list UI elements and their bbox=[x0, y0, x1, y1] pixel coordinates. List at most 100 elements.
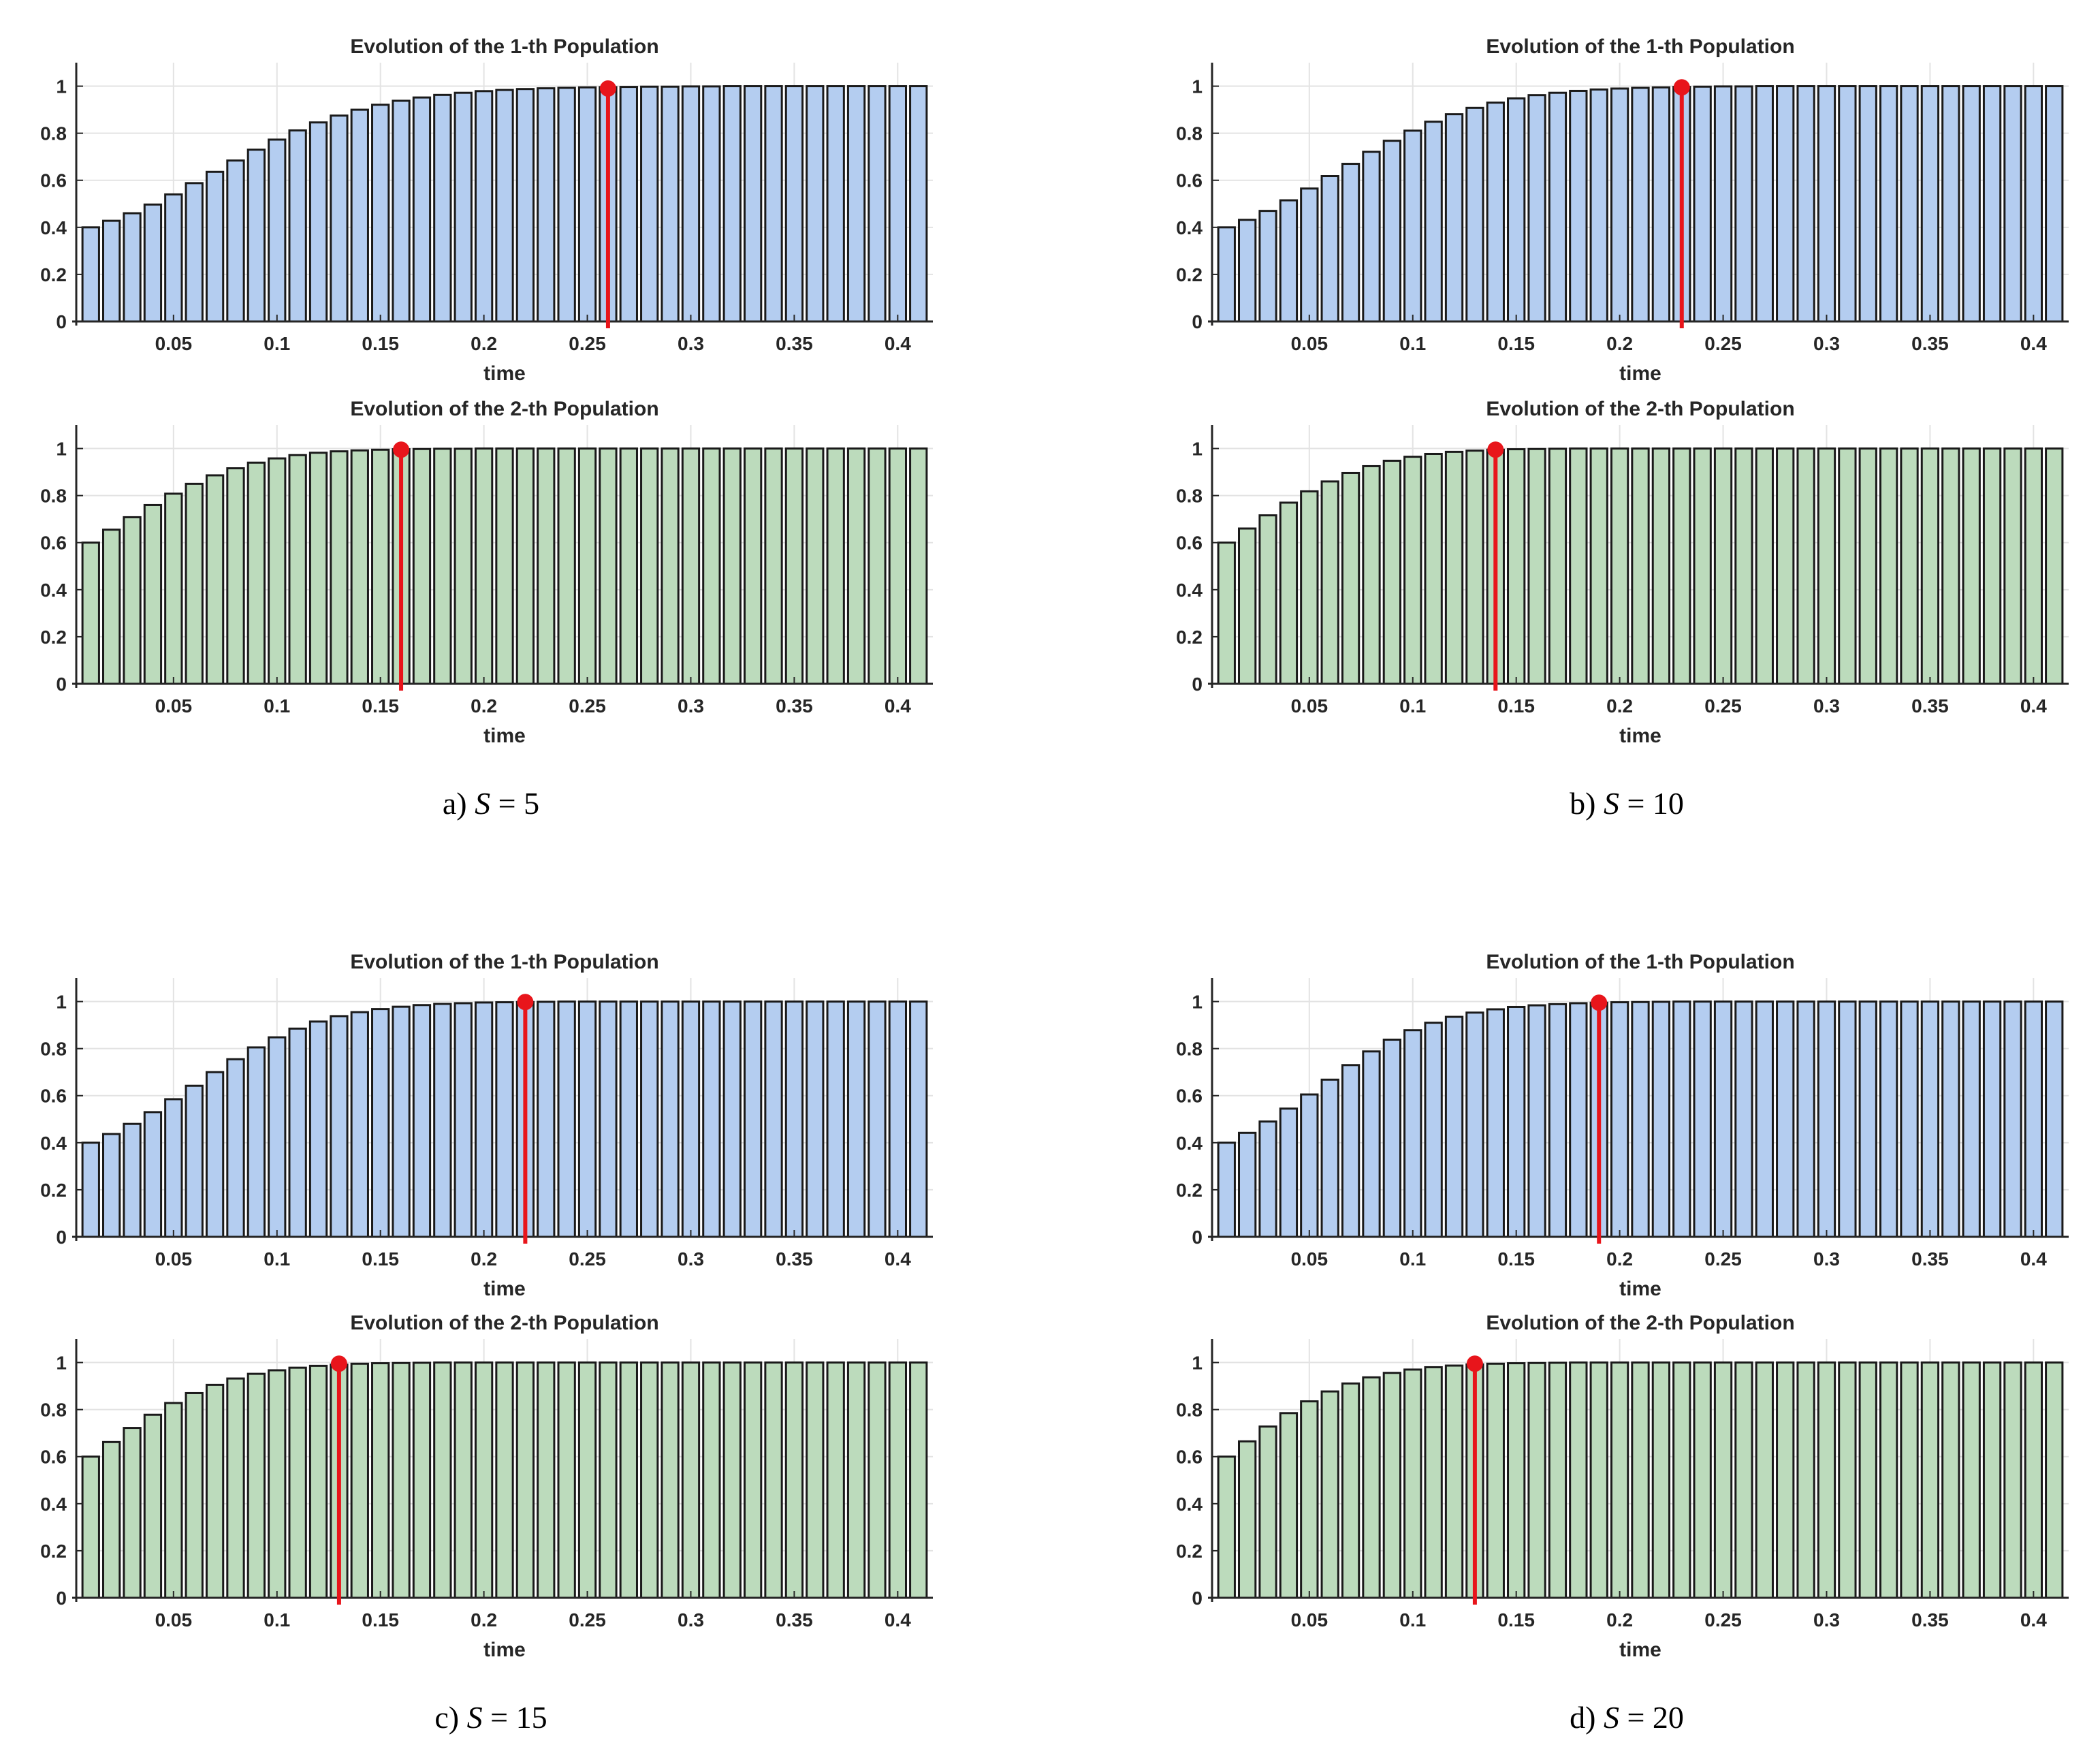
bar bbox=[1465, 1011, 1484, 1238]
x-tick-label: 0.2 bbox=[471, 333, 497, 354]
bar bbox=[537, 1361, 556, 1599]
x-tick-label: 0.1 bbox=[1399, 1248, 1426, 1270]
bar bbox=[1341, 1064, 1361, 1238]
bar bbox=[557, 1000, 576, 1238]
bars bbox=[1217, 1361, 2064, 1599]
subplot-0-0: 0.05 0.1 0.15 0.2 0.25 0.3 0.35 0.4 0 0.2 0.4 0.6 0.… bbox=[40, 35, 933, 385]
y-tick-label: 0.8 bbox=[40, 486, 67, 507]
bars bbox=[1217, 85, 2064, 323]
x-tick-label: 0.3 bbox=[1813, 1248, 1840, 1270]
bar bbox=[1527, 1361, 1546, 1599]
x-tick-label: 0.4 bbox=[885, 1248, 911, 1270]
bar bbox=[868, 447, 887, 685]
bar bbox=[268, 1036, 287, 1238]
bar bbox=[1734, 1361, 1753, 1599]
bar bbox=[557, 447, 576, 685]
bar bbox=[102, 1133, 121, 1238]
bar bbox=[1403, 1368, 1422, 1599]
bar bbox=[826, 85, 845, 323]
bar bbox=[2045, 1000, 2064, 1238]
bar bbox=[371, 1362, 390, 1599]
bar bbox=[1755, 447, 1774, 685]
bar bbox=[743, 85, 763, 323]
bar bbox=[1548, 447, 1568, 685]
bar bbox=[661, 1361, 680, 1599]
y-tick-label: 0.8 bbox=[40, 123, 67, 144]
bar bbox=[205, 1071, 225, 1238]
x-tick-label: 0.35 bbox=[776, 1248, 813, 1270]
y-tick-label: 0.6 bbox=[1176, 533, 1203, 554]
bar bbox=[123, 516, 142, 685]
bar bbox=[226, 1058, 245, 1238]
bars bbox=[81, 1361, 928, 1599]
bar bbox=[1258, 1120, 1277, 1238]
bar bbox=[1858, 1000, 1877, 1238]
bar bbox=[537, 447, 556, 685]
caption-symbol: S bbox=[1604, 786, 1619, 821]
bar bbox=[1610, 1361, 1629, 1599]
subplot-3-0: 0.05 0.1 0.15 0.2 0.25 0.3 0.35 0.4 0 0.2 0.4 0.6 0.… bbox=[1176, 951, 2069, 1300]
bar bbox=[846, 1000, 866, 1238]
bar bbox=[1444, 450, 1464, 685]
bar bbox=[784, 85, 804, 323]
bar bbox=[288, 1366, 307, 1599]
bar bbox=[1548, 1003, 1568, 1238]
bar bbox=[1300, 1400, 1319, 1599]
x-tick-label: 0.35 bbox=[1911, 1609, 1949, 1630]
bar bbox=[888, 1361, 907, 1599]
bar bbox=[268, 138, 287, 323]
x-tick-label: 0.05 bbox=[1291, 1248, 1329, 1270]
bar bbox=[1838, 1361, 1857, 1599]
bar bbox=[1362, 1050, 1381, 1238]
bar bbox=[1486, 101, 1505, 323]
bar bbox=[185, 482, 204, 685]
bar bbox=[1879, 1361, 1898, 1599]
bar bbox=[1817, 85, 1836, 323]
bar bbox=[826, 447, 845, 685]
caption-label: a) bbox=[443, 786, 475, 821]
y-tick-label: 0.8 bbox=[40, 1400, 67, 1421]
x-tick-label: 0.3 bbox=[1813, 1609, 1840, 1630]
bar bbox=[1693, 1361, 1712, 1599]
convergence-marker bbox=[1673, 79, 1690, 96]
x-tick-label: 0.25 bbox=[1704, 1609, 1742, 1630]
bar bbox=[474, 1361, 494, 1599]
bar bbox=[2024, 1000, 2043, 1238]
x-tick-label: 0.4 bbox=[2020, 695, 2047, 716]
bar bbox=[454, 91, 473, 323]
x-tick-label: 0.25 bbox=[569, 695, 606, 716]
bar bbox=[640, 447, 659, 685]
bar bbox=[1900, 1000, 1919, 1238]
subplot-3-1: 0.05 0.1 0.15 0.2 0.25 0.3 0.35 0.4 0 0.2 0.4 0.6 0.… bbox=[1176, 1312, 2069, 1661]
bar bbox=[1382, 1039, 1402, 1238]
x-tick-label: 0.15 bbox=[1497, 1248, 1535, 1270]
bar bbox=[1713, 1000, 1733, 1238]
y-tick-label: 0.2 bbox=[1176, 1541, 1203, 1562]
bar bbox=[1920, 447, 1940, 685]
bar bbox=[784, 447, 804, 685]
bars bbox=[81, 85, 928, 323]
y-tick-label: 0 bbox=[56, 311, 67, 332]
bar bbox=[81, 1141, 100, 1238]
convergence-marker bbox=[1466, 1355, 1483, 1372]
bar bbox=[143, 1111, 163, 1238]
x-tick-label: 0.05 bbox=[155, 333, 193, 354]
y-tick-label: 0.6 bbox=[40, 1086, 67, 1107]
bar bbox=[1693, 1000, 1712, 1238]
caption-label: d) bbox=[1570, 1700, 1604, 1735]
panel-caption: b) S = 10 bbox=[1570, 786, 1684, 821]
bar bbox=[599, 447, 618, 685]
bar bbox=[1258, 210, 1277, 323]
x-tick-label: 0.3 bbox=[678, 1609, 704, 1630]
bar bbox=[743, 447, 763, 685]
x-tick-label: 0.25 bbox=[1704, 333, 1742, 354]
subplot-2-1: 0.05 0.1 0.15 0.2 0.25 0.3 0.35 0.4 0 0.2 0.4 0.6 0.… bbox=[40, 1312, 933, 1661]
bar bbox=[495, 89, 514, 323]
x-axis-label: time bbox=[1619, 362, 1661, 385]
bar bbox=[2003, 447, 2022, 685]
bar bbox=[1672, 1361, 1691, 1599]
x-tick-label: 0.3 bbox=[1813, 333, 1840, 354]
bar bbox=[846, 1361, 866, 1599]
bar bbox=[1382, 140, 1402, 323]
bar bbox=[661, 85, 680, 323]
